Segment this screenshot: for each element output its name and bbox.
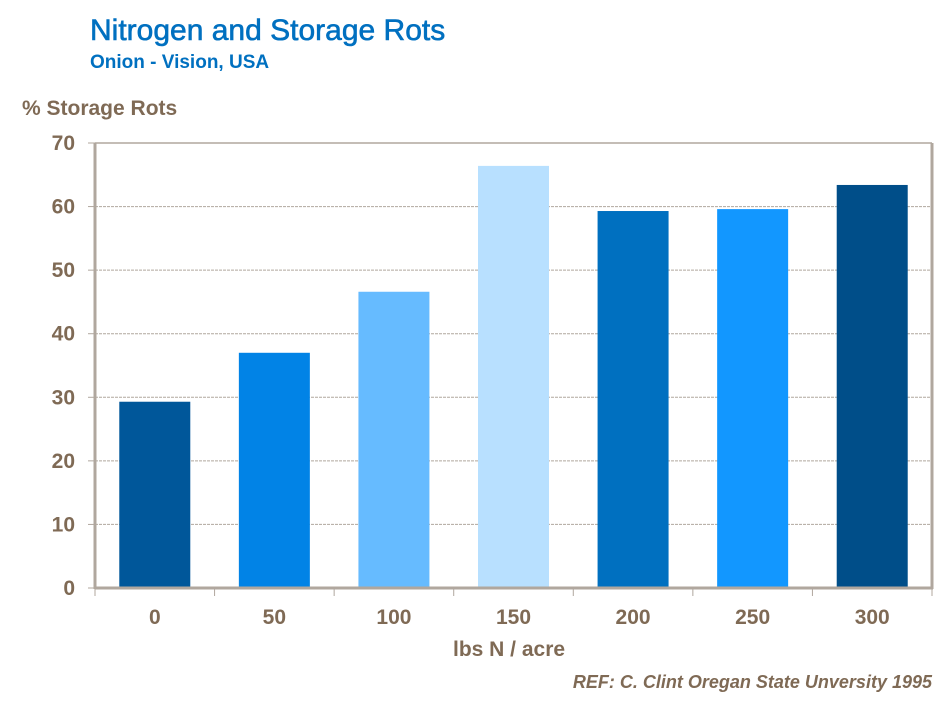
- y-tick-label: 50: [52, 259, 75, 282]
- reference-note: REF: C. Clint Oregan State Unversity 199…: [572, 672, 932, 692]
- bar: [119, 401, 191, 588]
- x-tick-label: 250: [735, 606, 770, 629]
- x-tick-label: 0: [149, 606, 161, 629]
- y-tick-label: 0: [63, 577, 75, 600]
- x-tick-label: 50: [263, 606, 286, 629]
- y-tick-label: 40: [52, 323, 75, 346]
- y-tick-label: 60: [52, 196, 75, 219]
- bar: [836, 184, 908, 588]
- x-tick-label: 300: [855, 606, 890, 629]
- x-tick-label: 150: [496, 606, 531, 629]
- bar: [238, 352, 310, 588]
- bar: [717, 209, 789, 588]
- y-tick-label: 70: [52, 132, 75, 155]
- bar: [478, 165, 549, 588]
- y-axis-label: % Storage Rots: [22, 97, 178, 120]
- y-tick-label: 30: [52, 386, 75, 409]
- y-tick-label: 10: [52, 513, 75, 536]
- x-tick-label: 100: [376, 606, 411, 629]
- x-tick-label: 200: [616, 606, 651, 629]
- y-tick-label: 20: [52, 450, 75, 473]
- bar: [597, 211, 669, 588]
- chart-subtitle: Onion - Vision, USA: [90, 52, 270, 73]
- x-axis-label: lbs N / acre: [453, 638, 566, 661]
- chart-title: Nitrogen and Storage Rots: [90, 14, 446, 48]
- bar: [358, 291, 430, 588]
